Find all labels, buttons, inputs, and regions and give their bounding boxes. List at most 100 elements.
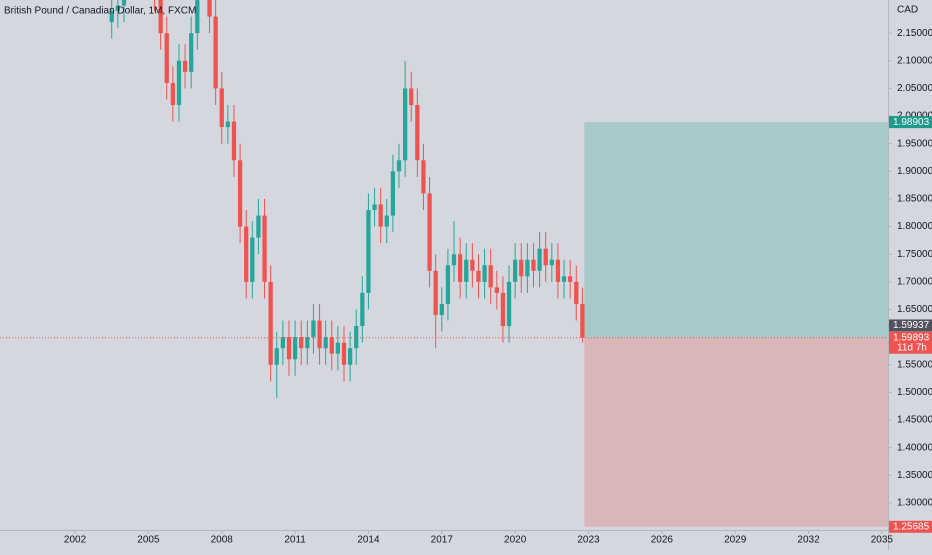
candle-body: [488, 265, 493, 288]
y-tick-label: 1.75000: [897, 249, 932, 260]
candle-body: [115, 5, 120, 12]
candle-body: [305, 337, 310, 349]
candle-body: [164, 33, 169, 83]
candle-body: [519, 259, 524, 277]
candle-body: [225, 121, 231, 128]
y-tick-label: 1.55000: [897, 359, 932, 370]
candle-body: [262, 215, 267, 282]
x-tick-label: 2032: [797, 535, 820, 546]
candle-body: [323, 337, 328, 349]
countdown-label: 11d 7h: [897, 342, 927, 353]
candle-body: [525, 259, 530, 277]
candle-body: [415, 105, 420, 161]
entry-price-label: 1.59937: [893, 320, 930, 331]
candle-body: [182, 60, 188, 72]
candle-body: [476, 270, 481, 282]
y-tick-label: 1.70000: [897, 276, 932, 287]
candle-body: [341, 342, 347, 365]
candle-body: [231, 121, 237, 161]
y-tick-label: 2.15000: [897, 28, 932, 39]
candle-body: [109, 11, 114, 23]
candle-body: [506, 281, 512, 327]
candle-body: [250, 237, 255, 282]
y-tick-label: 1.95000: [897, 138, 932, 149]
candle-body: [409, 88, 414, 106]
y-tick-label: 1.35000: [897, 470, 932, 481]
target-price-label: 1.98903: [893, 117, 930, 128]
candle-body: [244, 226, 249, 282]
candle-body: [347, 348, 353, 365]
target-zone: [584, 122, 888, 338]
y-tick-label: 1.30000: [897, 498, 932, 509]
candle-body: [219, 88, 224, 128]
candle-body: [543, 248, 548, 266]
y-tick-label: 1.80000: [897, 221, 932, 232]
candle-body: [421, 160, 426, 194]
candle-body: [549, 259, 554, 266]
y-tick-label: 1.45000: [897, 415, 932, 426]
chart-title: British Pound / Canadian Dollar, 1M, FXC…: [4, 6, 196, 17]
currency-label: CAD: [897, 5, 918, 16]
candle-body: [396, 160, 402, 172]
last-price-label-bg: [889, 331, 932, 354]
entry-price-label-bg: [889, 319, 932, 332]
x-tick-label: 2023: [577, 535, 600, 546]
candle-body: [378, 204, 383, 227]
candle-body: [439, 303, 444, 316]
candle-body: [292, 337, 298, 360]
candle-body: [433, 270, 438, 316]
y-tick-label: 1.65000: [897, 304, 932, 315]
candle-body: [574, 281, 579, 304]
candle-body: [537, 248, 542, 271]
last-price-label: 1.59893: [893, 332, 930, 343]
y-tick-label: 2.10000: [897, 55, 932, 66]
x-tick-label: 2029: [724, 535, 747, 546]
candle-body: [580, 303, 585, 338]
x-tick-label: 2020: [504, 535, 527, 546]
candle-body: [372, 204, 377, 211]
candle-body: [256, 215, 261, 238]
candle-body: [158, 0, 163, 34]
candle-body: [464, 259, 469, 282]
candle-body: [390, 171, 396, 216]
candle-body: [354, 326, 359, 349]
candle-body: [189, 33, 194, 72]
x-tick-label: 2005: [137, 535, 160, 546]
candle-body: [445, 265, 451, 304]
candle-body: [531, 259, 536, 271]
stop-price-label-bg: [889, 520, 932, 533]
y-tick-label: 1.40000: [897, 442, 932, 453]
candle-body: [366, 210, 371, 293]
candle-body: [195, 0, 200, 34]
x-tick-label: 2017: [431, 535, 454, 546]
candle-body: [568, 276, 573, 282]
candle-body: [213, 16, 218, 89]
candle-body: [482, 265, 487, 282]
candle-body: [207, 0, 212, 17]
candle-body: [500, 292, 506, 327]
candle-body: [237, 160, 243, 227]
candle-body: [299, 337, 304, 349]
candle-body: [335, 342, 341, 354]
candle-body: [427, 193, 432, 271]
candle-body: [513, 259, 518, 282]
candle-body: [555, 259, 561, 282]
candle-body: [317, 320, 322, 349]
axes: 1.30000 1.35000 1.40000 1.45000 1.50000 1.550…: [64, 28, 932, 546]
candle-body: [311, 320, 316, 338]
x-tick-label: 2011: [284, 535, 306, 546]
y-tick-label: 2.05000: [897, 83, 932, 94]
candle-body: [286, 337, 292, 360]
x-tick-label: 2008: [211, 535, 234, 546]
target-price-label-bg: [889, 116, 932, 129]
stop-zone: [584, 337, 888, 527]
x-tick-label: 2035: [871, 535, 894, 546]
stop-price-label: 1.25685: [893, 521, 930, 532]
candle-body: [384, 215, 389, 227]
candle-body: [329, 337, 334, 354]
y-tick-label: 1.50000: [897, 387, 932, 398]
candle-body: [170, 82, 175, 106]
candle-body: [268, 281, 273, 365]
candle-body: [121, 0, 127, 6]
candle-body: [561, 276, 567, 282]
